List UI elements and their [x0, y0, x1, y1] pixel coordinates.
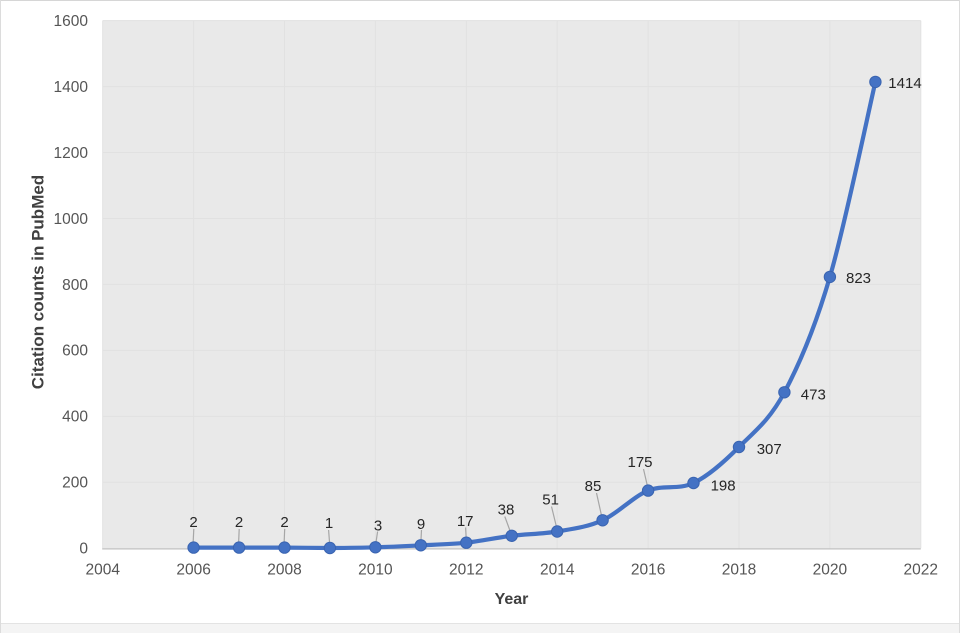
svg-text:0: 0	[79, 541, 88, 558]
svg-text:600: 600	[62, 343, 88, 360]
svg-text:38: 38	[498, 502, 515, 519]
svg-text:1414: 1414	[888, 75, 921, 92]
svg-text:2014: 2014	[540, 562, 575, 579]
svg-text:2016: 2016	[631, 562, 665, 579]
svg-text:2004: 2004	[85, 562, 120, 579]
svg-text:2: 2	[280, 514, 288, 531]
svg-text:1200: 1200	[54, 145, 89, 162]
svg-text:51: 51	[542, 492, 559, 509]
svg-text:1: 1	[325, 515, 333, 532]
svg-text:2012: 2012	[449, 562, 483, 579]
svg-text:823: 823	[846, 270, 871, 287]
svg-text:9: 9	[417, 516, 425, 533]
svg-text:3: 3	[374, 517, 382, 534]
svg-text:800: 800	[62, 277, 88, 294]
svg-text:85: 85	[585, 478, 602, 495]
svg-text:198: 198	[711, 477, 736, 494]
svg-text:Citation counts in PubMed: Citation counts in PubMed	[29, 175, 48, 389]
svg-text:Year: Year	[495, 591, 529, 608]
svg-text:200: 200	[62, 475, 88, 492]
svg-text:17: 17	[457, 513, 474, 530]
svg-text:473: 473	[801, 387, 826, 404]
svg-text:307: 307	[757, 441, 782, 458]
svg-text:1400: 1400	[54, 79, 89, 96]
svg-text:2008: 2008	[267, 562, 301, 579]
svg-text:400: 400	[62, 409, 88, 426]
svg-text:2020: 2020	[813, 562, 848, 579]
svg-text:2006: 2006	[176, 562, 210, 579]
svg-text:2: 2	[235, 514, 243, 531]
svg-text:2022: 2022	[904, 562, 938, 579]
svg-text:2018: 2018	[722, 562, 756, 579]
svg-text:2010: 2010	[358, 562, 393, 579]
svg-text:1000: 1000	[54, 211, 89, 228]
svg-text:1600: 1600	[54, 13, 89, 30]
svg-text:175: 175	[627, 454, 652, 471]
svg-text:2: 2	[189, 514, 197, 531]
